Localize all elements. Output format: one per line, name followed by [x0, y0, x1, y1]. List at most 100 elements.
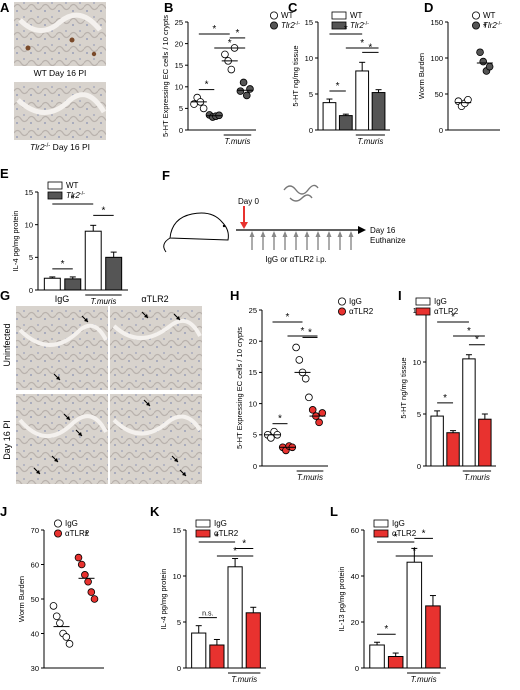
row-label-uninfected: Uninfected: [2, 323, 12, 366]
y-tick-label: 0: [439, 126, 443, 135]
y-tick-label: 10: [25, 220, 33, 229]
bar: [338, 115, 353, 131]
data-point: [305, 393, 313, 402]
y-tick-label: 10: [175, 83, 183, 92]
significance-mark: *: [412, 546, 416, 557]
legend-label: Tlr2-/-: [281, 21, 300, 30]
y-tick-label: 5: [253, 431, 257, 440]
panel-letter: E: [0, 166, 9, 181]
bar: [84, 230, 102, 291]
data-point: [246, 85, 254, 93]
legend-label: WT: [483, 11, 496, 20]
injection-arrowhead-icon: [304, 231, 310, 237]
y-tick-label: 15: [25, 188, 33, 197]
y-tick-label: 100: [430, 54, 443, 63]
chart-i: I0510155-HT ng/mg tissueIgGαTLR2T.muris*…: [398, 288, 496, 482]
legend-marker: [337, 297, 346, 306]
chart-b: B 0 5 10 15 20 25 5-HT Expressing EC cells / 10…: [161, 0, 300, 146]
data-point: [74, 553, 83, 562]
legend-marker: [54, 529, 63, 538]
significance-mark: *: [443, 393, 447, 404]
panel-letter: C: [288, 0, 298, 15]
legend-marker: [471, 11, 480, 20]
data-point: [464, 95, 472, 104]
panel-letter: J: [0, 504, 7, 519]
bar: [425, 605, 441, 669]
y-tick-label: 0: [29, 286, 33, 295]
y-tick-label: 20: [249, 337, 257, 346]
legend-marker: [471, 21, 480, 30]
y-tick-label: 50: [31, 595, 39, 604]
crypt-lumen: [18, 12, 102, 33]
bar: [245, 612, 261, 669]
stained-cell: [25, 45, 31, 51]
significance-mark: *: [102, 205, 106, 216]
y-axis-label: 5-HT Expressing EC cells / 10 crypts: [161, 15, 170, 137]
legend-label: Tlr2-/-: [66, 191, 85, 200]
stain-arrows: [33, 311, 187, 477]
significance-mark: *: [228, 38, 232, 49]
data-point: [56, 619, 64, 627]
treatment-label: T.muris: [224, 137, 250, 146]
legend-label: WT: [66, 181, 79, 190]
y-tick-label: 10: [173, 572, 181, 581]
legend-marker: [269, 21, 278, 30]
legend-label: IgG: [434, 297, 447, 306]
bar: [64, 278, 82, 291]
legend-swatch: [415, 297, 431, 306]
legend-label: αTLR2: [349, 307, 374, 316]
data-point: [301, 374, 310, 383]
panel-letter: B: [164, 0, 173, 15]
stain-arrowhead-icon: [84, 318, 88, 322]
stain-arrowhead-icon: [56, 376, 60, 380]
significance-mark: *: [85, 530, 89, 541]
injection-arrowhead-icon: [348, 231, 354, 237]
y-axis-label: 5-HT Expressing EC cells / 10 crypts: [235, 327, 244, 449]
treatment-label: T.muris: [464, 473, 490, 482]
histology-image-igg-day16: [16, 394, 108, 484]
y-axis-label: Worm Burden: [17, 576, 26, 622]
legend-swatch: [47, 181, 63, 190]
data-point: [49, 602, 58, 610]
panel-a-bottom-label: Tlr2-/- Day 16 PI: [30, 142, 90, 152]
col-label-igg: IgG: [55, 294, 70, 304]
significance-mark: *: [212, 24, 216, 35]
significance-mark: *: [467, 326, 471, 337]
stained-cell: [91, 51, 97, 57]
bar: [191, 632, 207, 669]
y-tick-label: 0: [253, 462, 257, 471]
panel-letter: D: [424, 0, 433, 15]
injection-arrowhead-icon: [282, 231, 288, 237]
y-tick-label: 5: [179, 104, 183, 113]
timeline-arrowhead-icon: [358, 226, 366, 234]
y-axis-label: Worm Burden: [417, 53, 426, 99]
y-axis-label: IL-13 pg/mg protein: [337, 566, 346, 631]
injection-arrows: [249, 231, 354, 250]
panel-letter: H: [230, 288, 239, 303]
y-tick-label: 15: [249, 368, 257, 377]
panel-a-top-label: WT Day 16 PI: [34, 68, 87, 78]
injection-arrowhead-icon: [271, 231, 277, 237]
treatment-label: T.muris: [231, 675, 257, 684]
stain-arrowhead-icon: [78, 432, 82, 436]
significance-mark: *: [394, 532, 398, 543]
mouse-eye-icon: [222, 224, 226, 228]
bar: [387, 656, 404, 669]
data-point: [236, 87, 245, 95]
treatment-label: T.muris: [297, 473, 323, 482]
data-point: [81, 571, 89, 579]
legend-swatch: [373, 519, 389, 528]
data-point: [199, 104, 208, 113]
legend-label: αTLR2: [214, 529, 239, 538]
significance-mark: *: [61, 259, 65, 270]
y-tick-label: 15: [305, 18, 313, 27]
data-point: [84, 577, 92, 586]
bar: [209, 644, 225, 669]
